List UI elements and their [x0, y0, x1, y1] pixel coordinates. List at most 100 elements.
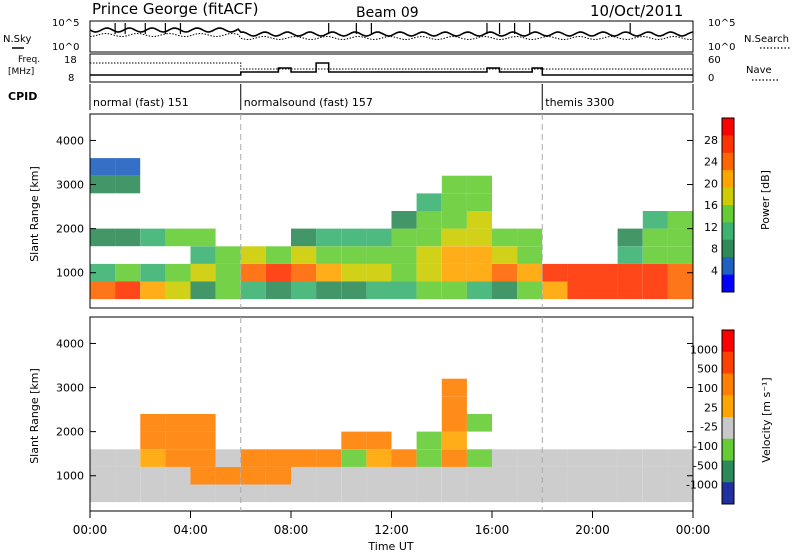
- cell-2-6: [240, 246, 266, 264]
- cell-1-12: [391, 263, 417, 282]
- cell-0-19: [567, 281, 593, 300]
- cell-1-21: [617, 263, 643, 282]
- cell-3-4: [190, 431, 216, 450]
- cell-2-5: [215, 449, 241, 467]
- cell-1-10: [341, 466, 367, 485]
- velocity-colorbar-label-6: -500: [693, 459, 718, 472]
- cell-7-0: [90, 158, 116, 176]
- cell-4-3: [165, 414, 191, 432]
- cell-0-4: [190, 281, 216, 300]
- cell-0-15: [466, 484, 492, 503]
- cell-4-22: [642, 211, 668, 229]
- cell-1-11: [366, 263, 392, 282]
- cell-0-23: [667, 484, 693, 503]
- velocity-colorbar-swatch-0: [722, 330, 734, 353]
- cell-0-3: [165, 484, 191, 503]
- cell-0-5: [215, 484, 241, 503]
- cell-1-19: [567, 263, 593, 282]
- cell-2-7: [265, 246, 291, 264]
- cell-6-15: [466, 175, 492, 194]
- cell-2-13: [416, 246, 442, 264]
- cell-1-10: [341, 263, 367, 282]
- cell-7-1: [115, 158, 141, 176]
- cell-3-11: [366, 431, 392, 450]
- cell-3-21: [617, 228, 643, 247]
- cell-6-1: [115, 175, 141, 194]
- cell-1-6: [240, 263, 266, 282]
- xtick-label-5: 20:00: [575, 523, 610, 537]
- cell-1-15: [466, 466, 492, 485]
- cell-3-10: [341, 431, 367, 450]
- ytick-label-1: 3000: [56, 179, 84, 192]
- cell-0-8: [291, 281, 317, 300]
- power-colorbar-label-4: 12: [704, 221, 718, 234]
- cell-0-8: [291, 484, 317, 503]
- power-colorbar-label-0: 28: [704, 134, 718, 147]
- cell-2-8: [291, 449, 317, 467]
- velocity-colorbar-swatch-1: [722, 351, 734, 374]
- cell-1-20: [592, 466, 618, 485]
- cell-0-7: [265, 281, 291, 300]
- power-ylabel: Slant Range [km]: [28, 166, 41, 262]
- cell-4-15: [466, 211, 492, 229]
- cell-0-0: [90, 484, 116, 503]
- cell-1-23: [667, 263, 693, 282]
- date-label: 10/Oct/2011: [590, 2, 683, 20]
- ytick-label-3: 1000: [56, 267, 84, 280]
- cell-4-4: [190, 414, 216, 432]
- freq-left-tick-top: 18: [64, 55, 77, 66]
- cell-2-16: [492, 246, 518, 264]
- cell-3-2: [140, 228, 166, 247]
- cell-2-7: [265, 449, 291, 467]
- cell-2-20: [592, 449, 618, 467]
- cell-2-9: [316, 246, 342, 264]
- x-axis-label: Time UT: [367, 540, 413, 553]
- freq-left-tick-bottom: 8: [68, 73, 74, 84]
- cpid-segments: normal (fast) 151 normalsound (fast) 157 t…: [93, 84, 614, 110]
- cell-2-4: [190, 246, 216, 264]
- velocity-colorbar-label-2: 100: [697, 382, 718, 395]
- noise-right-tick-top: 10^5: [708, 18, 735, 29]
- cell-2-13: [416, 449, 442, 467]
- cell-3-8: [291, 228, 317, 247]
- cell-0-2: [140, 281, 166, 300]
- cell-1-1: [115, 263, 141, 282]
- cell-1-13: [416, 466, 442, 485]
- power-colorbar-swatch-4: [722, 187, 734, 206]
- cell-2-21: [617, 246, 643, 264]
- cell-2-11: [366, 246, 392, 264]
- cell-3-22: [642, 228, 668, 247]
- cell-0-18: [542, 281, 568, 300]
- cell-1-20: [592, 263, 618, 282]
- cell-0-10: [341, 484, 367, 503]
- velocity-colorbar: 1000 500 100 25 -25 -100 -500 -1000: [686, 329, 735, 505]
- cell-0-19: [567, 484, 593, 503]
- power-colorbar-label-3: 16: [704, 199, 718, 212]
- cell-3-12: [391, 228, 417, 247]
- velocity-colorbar-swatch-6: [722, 460, 734, 483]
- freq-panel-frame: [89, 53, 694, 83]
- cell-2-18: [542, 449, 568, 467]
- cell-0-2: [140, 484, 166, 503]
- cell-0-9: [316, 484, 342, 503]
- noise-sky-trace: [89, 27, 694, 37]
- velocity-ylabel: Slant Range [km]: [28, 368, 41, 464]
- cell-2-1: [115, 449, 141, 467]
- cell-3-11: [366, 228, 392, 247]
- cell-2-17: [517, 246, 543, 264]
- cell-0-17: [517, 281, 543, 300]
- cell-3-0: [90, 228, 116, 247]
- cell-3-2: [140, 431, 166, 450]
- cell-1-6: [240, 466, 266, 485]
- cell-6-14: [441, 175, 467, 194]
- velocity-colorbar-swatch-3: [722, 395, 734, 418]
- cell-0-1: [115, 281, 141, 300]
- cell-5-14: [441, 396, 467, 414]
- cell-0-12: [391, 484, 417, 503]
- cell-2-3: [165, 449, 191, 467]
- power-colorbar-frame: [721, 117, 735, 293]
- cell-0-3: [165, 281, 191, 300]
- xtick-label-6: 00:00: [676, 523, 711, 537]
- cell-1-1: [115, 466, 141, 485]
- velocity-yticks: 4000 3000 2000 1000: [56, 337, 693, 483]
